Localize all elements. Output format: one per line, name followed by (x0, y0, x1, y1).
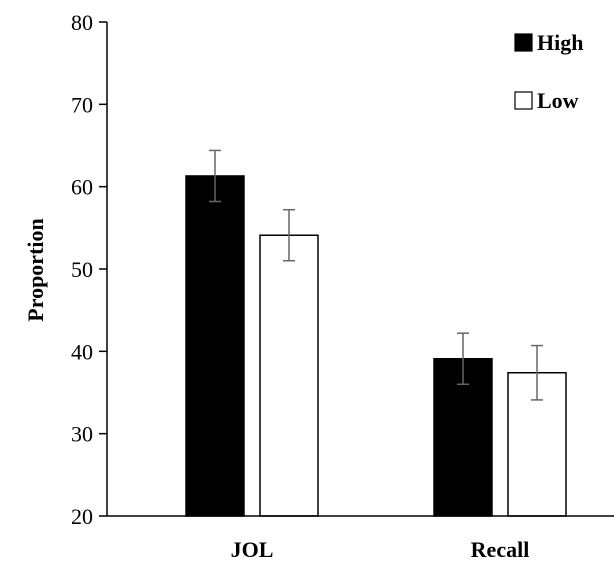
y-tick-label: 40 (71, 339, 93, 364)
y-tick-label: 20 (71, 504, 93, 529)
x-axis-labels: JOL Recall (231, 537, 530, 562)
x-category-label: JOL (231, 537, 274, 562)
legend-swatch-low (514, 91, 533, 110)
error-bars (209, 149, 543, 401)
y-axis-ticks: 20 30 40 50 60 70 80 (71, 10, 107, 529)
bar-high-jol (185, 175, 245, 517)
bars (185, 175, 567, 517)
y-tick-label: 70 (71, 92, 93, 117)
legend-label-high: High (537, 30, 583, 55)
y-tick-label: 50 (71, 257, 93, 282)
y-tick-label: 80 (71, 10, 93, 35)
legend-swatch-high (514, 33, 533, 52)
x-category-label: Recall (471, 537, 530, 562)
legend-label-low: Low (537, 88, 579, 113)
y-axis-title: Proportion (23, 218, 48, 321)
y-tick-label: 60 (71, 175, 93, 200)
axes (106, 22, 614, 517)
bar-low-jol (259, 234, 319, 517)
y-tick-label: 30 (71, 422, 93, 447)
legend: High Low (514, 30, 583, 113)
